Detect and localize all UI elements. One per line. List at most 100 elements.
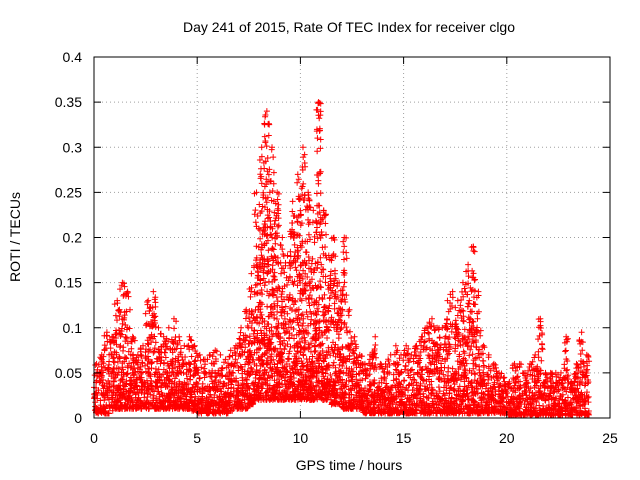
roti-point: [123, 371, 130, 378]
roti-point: [275, 222, 282, 229]
roti-point: [169, 346, 176, 353]
roti-point: [98, 363, 105, 370]
roti-point: [137, 370, 144, 377]
roti-point: [445, 308, 452, 315]
roti-point: [273, 316, 280, 323]
roti-point: [341, 279, 348, 286]
roti-point: [481, 363, 488, 370]
roti-point: [235, 353, 242, 360]
roti-point: [241, 368, 248, 375]
roti-point: [152, 299, 159, 306]
roti-point: [192, 357, 199, 364]
roti-point: [218, 367, 225, 374]
roti-point: [435, 384, 442, 391]
roti-point: [471, 248, 478, 255]
roti-point: [137, 363, 144, 370]
roti-point: [116, 313, 123, 320]
roti-point: [460, 307, 467, 314]
roti-point: [185, 359, 192, 366]
roti-point: [215, 383, 222, 390]
roti-point: [258, 180, 265, 187]
roti-point: [195, 370, 202, 377]
roti-point: [274, 223, 281, 230]
roti-peak-point: [480, 342, 487, 349]
roti-point: [130, 372, 137, 379]
roti-point: [149, 312, 156, 319]
roti-point: [204, 387, 211, 394]
roti-point: [237, 363, 244, 370]
roti-point: [139, 359, 146, 366]
roti-point: [275, 201, 282, 208]
roti-point: [134, 359, 141, 366]
roti-point: [159, 391, 166, 398]
roti-point: [123, 378, 130, 385]
roti-point: [125, 293, 132, 300]
roti-point: [146, 334, 153, 341]
roti-point: [291, 241, 298, 248]
roti-point: [240, 392, 247, 399]
roti-point: [339, 287, 346, 294]
x-axis-label: GPS time / hours: [296, 457, 403, 473]
roti-peak-point: [279, 234, 286, 241]
roti-point: [148, 365, 155, 372]
roti-point: [113, 371, 120, 378]
roti-point: [201, 374, 208, 381]
roti-point: [148, 359, 155, 366]
roti-point: [512, 367, 519, 374]
roti-peak-point: [170, 315, 177, 322]
roti-peak-point: [372, 333, 379, 340]
roti-point: [339, 343, 346, 350]
roti-point: [178, 389, 185, 396]
roti-point: [132, 391, 139, 398]
roti-point: [239, 384, 246, 391]
roti-point: [186, 376, 193, 383]
roti-point: [164, 343, 171, 350]
roti-point: [164, 383, 171, 390]
roti-point: [237, 389, 244, 396]
roti-point: [123, 335, 130, 342]
roti-peak-point: [160, 333, 167, 340]
roti-peak-point: [294, 171, 301, 178]
roti-point: [215, 404, 222, 411]
roti-point: [444, 316, 451, 323]
roti-point: [144, 390, 151, 397]
roti-point: [110, 354, 117, 361]
roti-peak-point: [248, 270, 255, 277]
roti-point: [171, 325, 178, 332]
roti-point: [123, 355, 130, 362]
roti-point: [124, 370, 131, 377]
roti-peak-point: [284, 252, 291, 259]
roti-point: [477, 332, 484, 339]
roti-point: [107, 403, 114, 410]
roti-point: [372, 341, 379, 348]
roti-point: [122, 321, 129, 328]
roti-point: [144, 393, 151, 400]
roti-point: [106, 339, 113, 346]
roti-point: [311, 343, 318, 350]
roti-point: [155, 388, 162, 395]
roti-point: [158, 357, 165, 364]
roti-point: [92, 403, 99, 410]
roti-point: [160, 342, 167, 349]
roti-point: [212, 356, 219, 363]
roti-point: [156, 377, 163, 384]
roti-point: [121, 354, 128, 361]
roti-point: [138, 374, 145, 381]
roti-point: [128, 338, 135, 345]
roti-point: [175, 370, 182, 377]
roti-peak-point: [392, 342, 399, 349]
roti-point: [107, 345, 114, 352]
roti-point: [133, 382, 140, 389]
roti-point: [209, 380, 216, 387]
roti-peak-point: [289, 198, 296, 205]
roti-point: [221, 359, 228, 366]
roti-point: [209, 397, 216, 404]
roti-point: [110, 383, 117, 390]
roti-point: [194, 409, 201, 416]
roti-point: [116, 306, 123, 313]
roti-point: [199, 380, 206, 387]
roti-point: [281, 315, 288, 322]
roti-point: [154, 356, 161, 363]
roti-point: [343, 255, 350, 262]
roti-point: [242, 332, 249, 339]
